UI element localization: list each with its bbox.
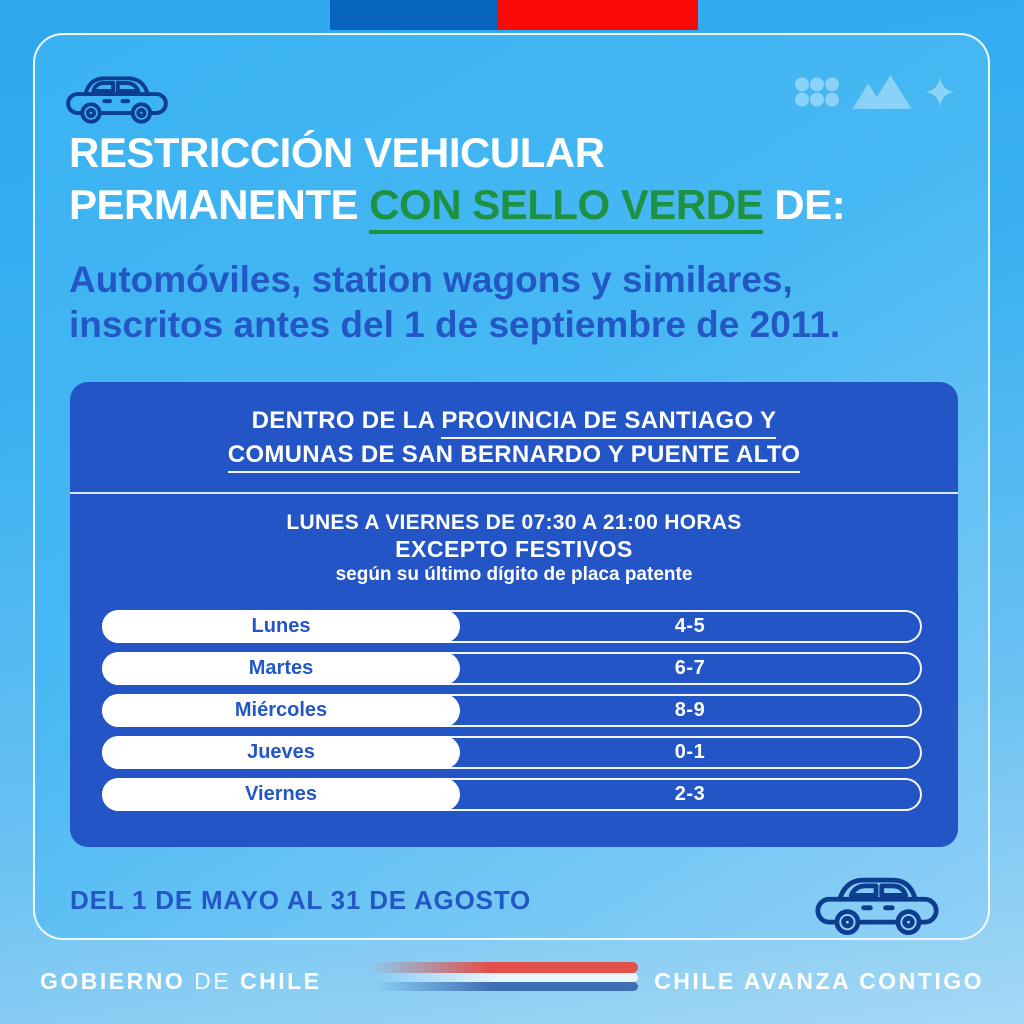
footer-gobierno: GOBIERNO: [40, 968, 186, 994]
zone-line1: DENTRO DE LA PROVINCIA DE SANTIAGO Y: [70, 404, 958, 439]
title-line1: RESTRICCIÓN VEHICULAR: [69, 129, 605, 176]
table-row: Martes 6-7: [102, 652, 922, 685]
title-sello-verde: CON SELLO VERDE: [369, 181, 764, 234]
chile-avanza-contigo-slogan: CHILE AVANZA CONTIGO: [654, 968, 984, 994]
schedule-except: EXCEPTO FESTIVOS: [395, 536, 633, 562]
flag-red-segment: [497, 0, 698, 30]
zone-line2-underlined: COMUNAS DE SAN BERNARDO Y PUENTE ALTO: [227, 441, 801, 473]
zone-heading: DENTRO DE LA PROVINCIA DE SANTIAGO Y COM…: [70, 404, 958, 473]
subtitle-line1: Automóviles, station wagons y similares,: [69, 259, 793, 300]
flag-swoosh-icon: [368, 962, 638, 994]
table-row: Viernes 2-3: [102, 778, 922, 811]
title-line2-suffix: DE:: [763, 181, 846, 228]
schedule-heading: LUNES A VIERNES DE 07:30 A 21:00 HORAS E…: [70, 510, 958, 587]
mountains-icon: [852, 75, 912, 109]
footer-chile: CHILE: [239, 968, 322, 994]
zone-line1-prefix: DENTRO DE LA: [251, 407, 442, 434]
zone-line1-underlined: PROVINCIA DE SANTIAGO Y: [441, 407, 777, 439]
day-cell: Lunes: [102, 610, 460, 643]
chile-flag-stripe: [330, 0, 698, 30]
car-icon: [66, 76, 168, 124]
digits-cell: 2-3: [674, 783, 706, 805]
table-row: Jueves 0-1: [102, 736, 922, 769]
validity-period: DEL 1 DE MAYO AL 31 DE AGOSTO: [70, 885, 531, 915]
digits-cell: 6-7: [674, 657, 706, 679]
subtitle: Automóviles, station wagons y similares,…: [69, 257, 840, 347]
zone-line2: COMUNAS DE SAN BERNARDO Y PUENTE ALTO: [70, 438, 958, 473]
title-line2: PERMANENTE CON SELLO VERDE DE:: [69, 179, 846, 234]
car-icon: [815, 877, 939, 936]
dots-grid-icon: [795, 77, 839, 107]
sparkle-icon: [925, 77, 955, 107]
swoosh-white-stripe: [380, 973, 638, 982]
day-cell: Miércoles: [102, 694, 460, 727]
table-row: Miércoles 8-9: [102, 694, 922, 727]
swoosh-red-stripe: [368, 962, 638, 973]
footer-de: DE: [194, 968, 232, 994]
digits-cell: 8-9: [674, 699, 706, 721]
swoosh-blue-stripe: [374, 982, 638, 991]
gobierno-de-chile-logo: GOBIERNO DE CHILE: [40, 968, 321, 995]
day-cell: Jueves: [102, 736, 460, 769]
main-card: RESTRICCIÓN VEHICULAR PERMANENTE CON SEL…: [33, 33, 990, 940]
subtitle-line2: inscritos antes del 1 de septiembre de 2…: [69, 304, 841, 345]
digits-cell: 0-1: [674, 741, 706, 763]
restriction-table: Lunes 4-5 Martes 6-7 Miércoles 8-9 Jueve…: [102, 610, 922, 820]
restriction-panel: DENTRO DE LA PROVINCIA DE SANTIAGO Y COM…: [70, 382, 958, 847]
page-title: RESTRICCIÓN VEHICULAR PERMANENTE CON SEL…: [69, 127, 846, 234]
flag-blue-segment: [330, 0, 497, 30]
panel-divider: [70, 492, 958, 494]
digits-cell: 4-5: [674, 615, 706, 637]
table-row: Lunes 4-5: [102, 610, 922, 643]
title-line2-prefix: PERMANENTE: [69, 181, 370, 228]
schedule-note: según su último dígito de placa patente: [335, 564, 693, 585]
day-cell: Martes: [102, 652, 460, 685]
day-cell: Viernes: [102, 778, 460, 811]
schedule-hours: LUNES A VIERNES DE 07:30 A 21:00 HORAS: [286, 511, 742, 534]
decorative-icons: [795, 73, 955, 111]
